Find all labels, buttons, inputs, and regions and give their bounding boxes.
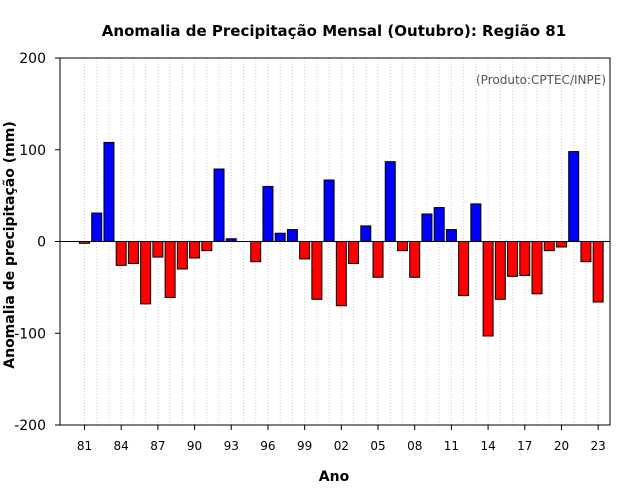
bar-1996	[262, 185, 274, 242]
bar-1987	[152, 241, 164, 258]
bar-1983	[103, 141, 115, 242]
bar-1988	[164, 241, 176, 298]
y-tick-label: 200	[19, 51, 46, 67]
bars	[79, 141, 604, 337]
bar-1993	[225, 238, 237, 242]
x-axis-label: Ano	[319, 469, 350, 485]
x-tick-label: 93	[224, 439, 239, 453]
x-tick-label: 20	[554, 439, 569, 453]
bar-2021	[568, 151, 580, 243]
x-tick-label: 96	[260, 439, 275, 453]
bar-2004	[360, 225, 372, 242]
x-tick-label: 84	[114, 439, 129, 453]
x-tick-label: 02	[334, 439, 349, 453]
bar-2011	[445, 229, 457, 242]
source-annotation: (Produto:CPTEC/INPE)	[476, 73, 606, 87]
x-tick-label: 87	[150, 439, 165, 453]
bar-2019	[543, 241, 555, 252]
y-tick-label: 100	[19, 143, 46, 159]
bar-1990	[189, 241, 201, 259]
y-tick-label: -100	[14, 326, 46, 342]
bar-2005	[372, 241, 384, 278]
bar-2012	[458, 241, 470, 297]
bar-1981	[79, 241, 90, 244]
bar-1998	[286, 229, 298, 242]
bar-1991	[201, 241, 213, 252]
x-tick-label: 81	[77, 439, 92, 453]
y-axis-label: Anomalia de precipitação (mm)	[2, 121, 18, 368]
x-axis: 81 84 87 90 93 96 99 02 05 08 11 14 17 20 23	[77, 425, 606, 453]
x-tick-label: 14	[480, 439, 495, 453]
x-tick-label: 05	[370, 439, 385, 453]
bar-2023	[592, 241, 604, 303]
y-axis: -200 -100 0 100 200	[14, 51, 60, 434]
x-tick-label: 11	[444, 439, 459, 453]
bar-2000	[311, 241, 323, 300]
bar-1992	[213, 168, 225, 242]
bar-2002	[335, 241, 347, 307]
bar-2015	[494, 241, 506, 300]
bar-2007	[396, 241, 408, 252]
bar-2016	[507, 241, 519, 277]
bar-2017	[519, 241, 531, 276]
bar-1989	[176, 241, 188, 270]
y-tick-label: -200	[14, 418, 46, 434]
chart-title: Anomalia de Precipitação Mensal (Outubro…	[102, 22, 566, 40]
bar-1984	[115, 241, 127, 266]
x-tick-label: 99	[297, 439, 312, 453]
bar-1995	[250, 241, 262, 263]
bar-2020	[555, 241, 567, 248]
x-tick-label: 23	[591, 439, 606, 453]
bar-1997	[274, 232, 286, 242]
bar-2008	[409, 241, 421, 278]
bar-2014	[482, 241, 494, 337]
bar-2003	[348, 241, 360, 265]
y-tick-label: 0	[37, 235, 46, 251]
bar-1982	[91, 212, 103, 242]
bar-2009	[421, 213, 433, 243]
bar-2013	[470, 203, 482, 243]
bar-1999	[299, 241, 311, 260]
bar-2010	[433, 207, 445, 243]
x-tick-label: 90	[187, 439, 202, 453]
bar-1985	[127, 241, 139, 265]
bar-2001	[323, 179, 335, 242]
bar-2018	[531, 241, 543, 295]
bar-1986	[140, 241, 152, 305]
x-tick-label: 17	[517, 439, 532, 453]
x-tick-label: 08	[407, 439, 422, 453]
bar-2022	[580, 241, 592, 263]
bar-2006	[384, 161, 396, 243]
